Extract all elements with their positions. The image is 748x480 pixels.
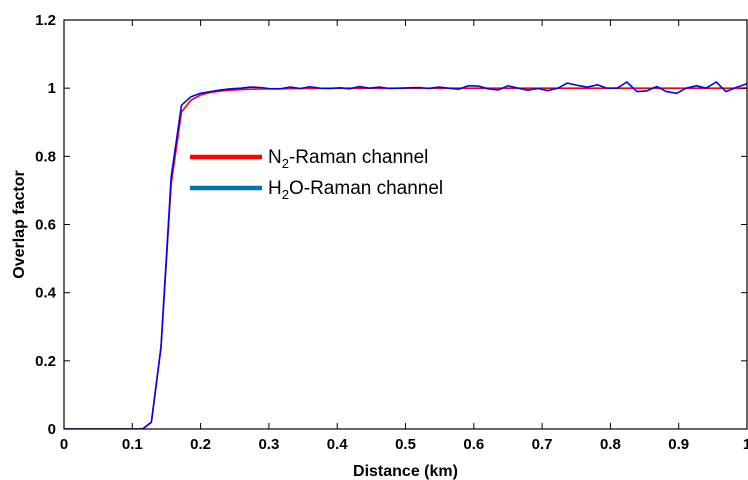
y-tick-label: 0.4	[35, 285, 57, 302]
legend-label-2: H2O-Raman channel	[268, 178, 443, 202]
x-tick-label: 0.8	[600, 436, 621, 453]
series-line-2	[64, 81, 747, 429]
plot-area	[64, 81, 747, 429]
x-axis-title: Distance (km)	[353, 463, 458, 480]
y-axis-title: Overlap factor	[11, 170, 28, 278]
legend: N2-Raman channel H2O-Raman channel	[190, 147, 443, 202]
x-tick-label: 0	[60, 436, 68, 453]
x-tick-label: 0.4	[327, 436, 349, 453]
x-tick-label: 1	[743, 436, 748, 453]
legend-label-1: N2-Raman channel	[268, 147, 428, 171]
x-tick-label: 0.9	[668, 436, 689, 453]
y-tick-label: 0.2	[35, 353, 56, 370]
y-tick-label: 1.2	[35, 12, 56, 29]
y-tick-label: 0.8	[35, 148, 56, 165]
x-tick-label: 0.5	[395, 436, 416, 453]
x-tick-label: 0.1	[122, 436, 143, 453]
y-tick-label: 1	[48, 80, 56, 97]
x-tick-label: 0.6	[463, 436, 484, 453]
x-tick-label: 0.7	[532, 436, 553, 453]
x-axis: 0 0.1 0.2 0.3 0.4 0.5 0.6 0.7 0.8 0.9 1	[60, 20, 748, 453]
plot-frame	[63, 19, 748, 430]
y-tick-label: 0	[48, 421, 56, 438]
x-tick-label: 0.3	[258, 436, 279, 453]
x-tick-label: 0.2	[190, 436, 211, 453]
y-tick-label: 0.6	[35, 217, 56, 234]
y-axis: 0 0.2 0.4 0.6 0.8 1 1.2	[35, 12, 747, 438]
